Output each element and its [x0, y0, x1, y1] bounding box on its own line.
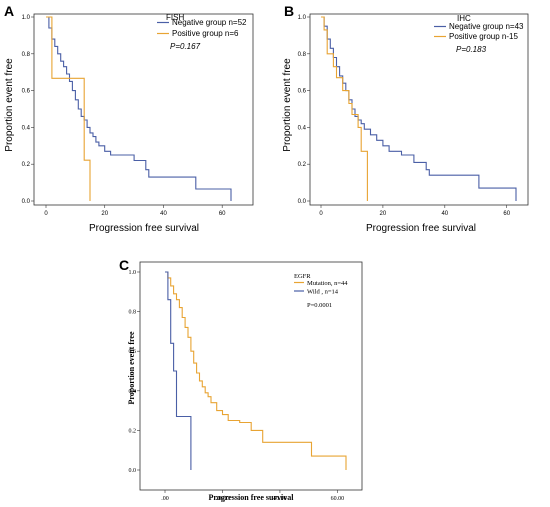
x-tick-label: 60	[219, 211, 226, 217]
y-tick-label: 0.4	[298, 125, 307, 131]
legend-label: Wild , n=14	[307, 289, 339, 296]
x-tick-label: 20	[101, 211, 108, 217]
panel-letter: A	[4, 3, 14, 19]
series-line-1	[165, 271, 347, 470]
x-axis-label: Progression free survival	[89, 223, 199, 234]
panel-letter: B	[284, 3, 294, 19]
legend-label: Mutation, n=44	[307, 280, 348, 287]
y-tick-label: 0.2	[22, 162, 31, 168]
legend-label: Negative group n=52	[172, 18, 247, 27]
legend-title: IHC	[457, 14, 471, 23]
y-axis-label: Proportion event free	[4, 58, 15, 152]
y-tick-label: 1.0	[298, 15, 307, 21]
y-tick-label: 1.0	[129, 270, 137, 276]
x-axis-label: Progression free survival	[366, 223, 476, 234]
x-tick-label: .00	[161, 496, 169, 502]
x-tick-label: 40	[441, 211, 448, 217]
x-tick-label: 20.00	[216, 496, 230, 502]
legend-label: Positive group n-15	[449, 32, 518, 41]
y-tick-label: 0.2	[298, 162, 307, 168]
y-tick-label: 0.2	[129, 428, 137, 434]
y-tick-label: 0.8	[22, 52, 31, 58]
y-tick-label: 0.4	[22, 125, 31, 131]
series-line-1	[46, 16, 232, 201]
x-tick-label: 20	[380, 211, 387, 217]
y-tick-label: 0.6	[129, 349, 137, 355]
plot-frame	[139, 261, 363, 491]
y-tick-label: 0.0	[22, 199, 31, 205]
x-tick-label: 40	[160, 211, 167, 217]
y-tick-label: 0.8	[298, 52, 307, 58]
x-tick-label: 0	[319, 211, 323, 217]
p-value-annotation: P=0.0001	[307, 302, 332, 309]
x-tick-label: 60.00	[331, 496, 345, 502]
legend-label: Negative group n=43	[449, 22, 524, 31]
y-tick-label: 0.0	[298, 199, 307, 205]
panel-letter: C	[119, 257, 129, 273]
y-tick-label: 0.0	[129, 468, 137, 474]
legend-label: Positive group n=6	[172, 29, 239, 38]
y-tick-label: 0.8	[129, 310, 137, 316]
chart-panel-a: A 0.0 0.2 0.4 0.6 0.8 1.0 0 20 40 60 Progression fr…	[4, 3, 254, 234]
legend-title: FISH	[166, 13, 184, 22]
y-tick-label: 0.6	[22, 89, 31, 95]
series-line-2	[165, 271, 192, 470]
p-value-annotation: P=0.183	[456, 45, 487, 54]
x-tick-label: 60	[503, 211, 510, 217]
y-tick-label: 1.0	[22, 15, 31, 21]
y-tick-label: 0.6	[298, 89, 307, 95]
chart-panel-c: C 0.0 0.2 0.4 0.6 0.8 1.0 .00 20.00 40.00 60.00 Pro…	[119, 257, 363, 502]
p-value-annotation: P=0.167	[170, 42, 201, 51]
legend-title: EGFR	[294, 273, 311, 280]
chart-panel-b: B 0.0 0.2 0.4 0.6 0.8 1.0 0 20 40 60 Progression fr…	[282, 3, 529, 234]
plot-frame	[33, 13, 254, 206]
x-tick-label: 0	[44, 211, 48, 217]
x-tick-label: 40.00	[273, 496, 287, 502]
series-line-2	[46, 16, 91, 201]
series-line-2	[321, 16, 368, 201]
y-tick-label: 0.4	[129, 389, 137, 395]
x-axis-label: Progression free survival	[209, 493, 295, 502]
series-line-1	[321, 16, 517, 201]
y-axis-label: Proportion event free	[282, 58, 293, 152]
plot-frame	[309, 13, 529, 206]
y-axis-label: Proportion event free	[127, 331, 136, 404]
